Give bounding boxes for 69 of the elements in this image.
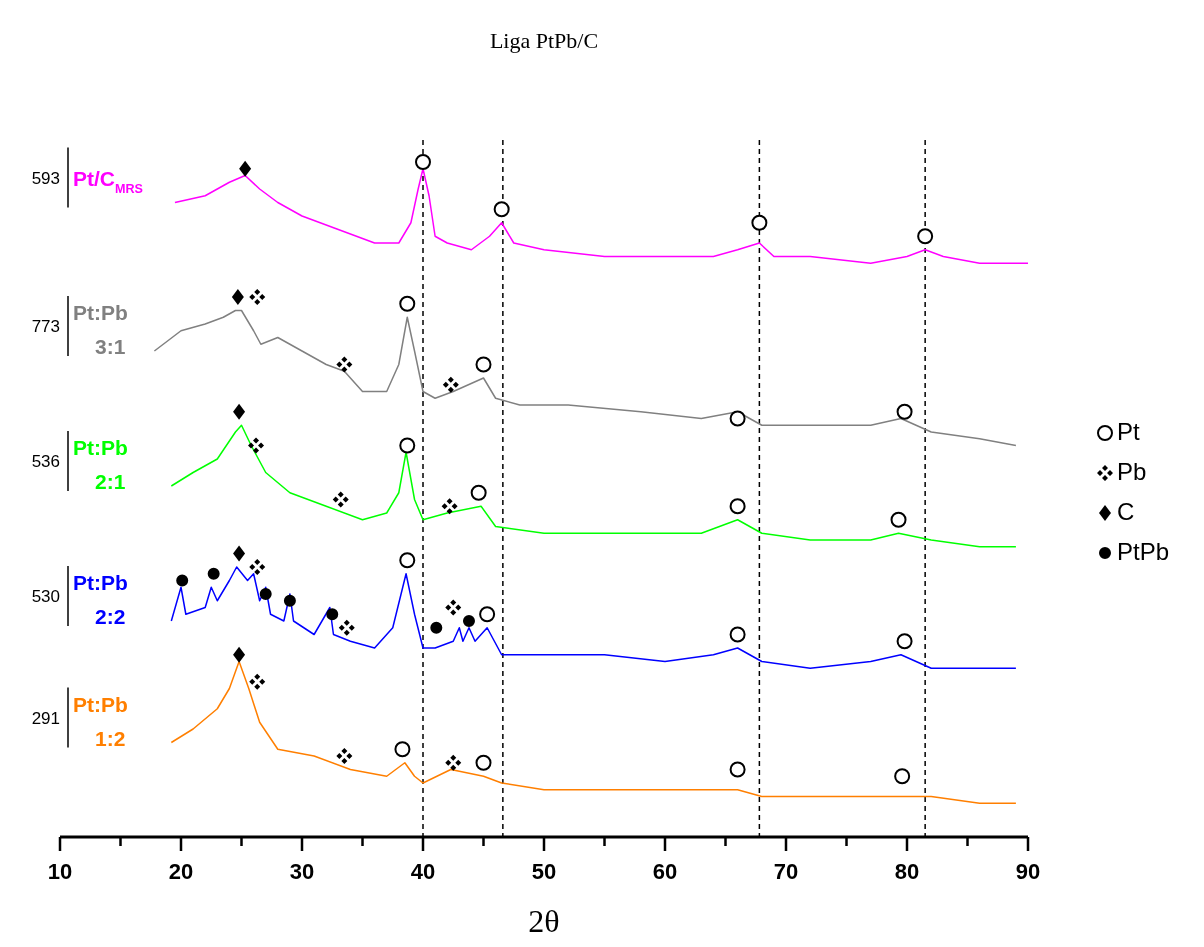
- point: [207, 567, 220, 580]
- annotation: 536: [31, 452, 60, 471]
- x-tick-label: 60: [652, 859, 678, 884]
- point: [475, 754, 492, 771]
- x-axis-title: 2θ: [528, 903, 560, 939]
- point: [233, 403, 246, 420]
- point: [415, 154, 431, 170]
- point: [751, 214, 768, 231]
- point: [259, 588, 272, 600]
- legend-label: C: [1117, 498, 1135, 525]
- point: [239, 160, 252, 177]
- point: [332, 491, 349, 508]
- point: [430, 621, 443, 634]
- point: [176, 574, 189, 587]
- point: [338, 619, 355, 636]
- annotation: 530: [31, 587, 60, 606]
- point: [470, 484, 487, 501]
- point: [399, 552, 416, 569]
- legend-label: Pb: [1117, 458, 1147, 485]
- x-tick-label: 90: [1015, 859, 1041, 884]
- point: [917, 228, 934, 245]
- point: [894, 768, 911, 785]
- point: [729, 626, 746, 643]
- point: [248, 437, 265, 454]
- chart-title: Liga PtPb/C: [489, 28, 599, 53]
- legend-label: PtPb: [1117, 538, 1170, 565]
- x-tick-label: 40: [410, 859, 436, 884]
- annotation: 773: [31, 317, 60, 336]
- point: [896, 403, 913, 420]
- x-tick-label: 70: [773, 859, 799, 884]
- point: [729, 761, 746, 778]
- x-tick-label: 50: [531, 859, 557, 884]
- point: [729, 498, 746, 515]
- point: [231, 289, 244, 305]
- point: [475, 356, 492, 373]
- point: [493, 201, 510, 218]
- point: [399, 437, 416, 454]
- series-label: Pt/C$_{MRS}$: [73, 166, 143, 196]
- point: [336, 748, 353, 764]
- point: [890, 511, 907, 528]
- point: [441, 498, 458, 515]
- x-tick-label: 20: [168, 859, 194, 884]
- point: [729, 410, 746, 427]
- series-label: Pt:Pb 3:1: [73, 301, 128, 358]
- point: [445, 754, 462, 771]
- x-tick-label: 80: [894, 859, 920, 884]
- point: [394, 741, 411, 758]
- annotation: 291: [31, 708, 60, 728]
- point: [283, 594, 296, 607]
- point: [896, 633, 913, 650]
- point: [336, 356, 353, 373]
- legend-label: Pt: [1117, 418, 1141, 445]
- point: [399, 295, 416, 312]
- point: [233, 545, 246, 562]
- x-tick-label: 10: [47, 859, 73, 884]
- annotation: 593: [31, 168, 60, 188]
- point: [479, 606, 496, 623]
- point: [442, 376, 459, 393]
- point: [462, 615, 475, 627]
- text: Pt:Pb 2:2: [73, 571, 128, 628]
- text: Pt:Pb 2:1: [73, 436, 128, 493]
- point: [445, 599, 462, 616]
- text: Pt:Pb 1:2: [73, 692, 128, 750]
- point: [249, 289, 266, 305]
- point: [249, 559, 266, 575]
- x-tick-label: 30: [289, 859, 315, 884]
- point: [233, 646, 246, 663]
- point: [326, 608, 339, 621]
- point: [249, 673, 266, 690]
